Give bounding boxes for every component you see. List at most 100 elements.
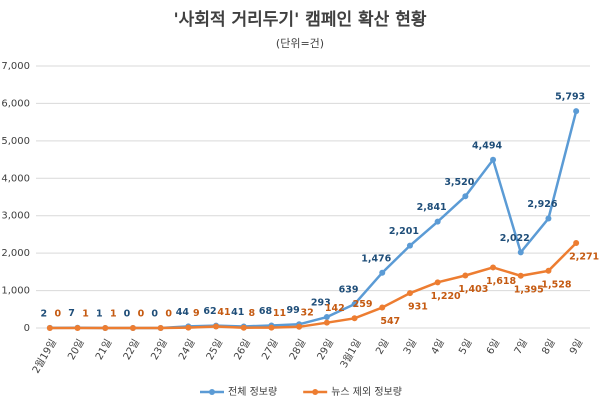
data-point (462, 272, 469, 279)
data-label: 2,201 (389, 226, 419, 237)
data-point (490, 264, 497, 271)
data-point (573, 239, 580, 246)
x-tick-label: 26일 (232, 337, 253, 362)
data-label: 2,841 (417, 202, 447, 213)
data-point (323, 319, 330, 326)
x-tick-label: 25일 (204, 337, 225, 362)
data-label: 1,220 (431, 291, 461, 302)
y-tick-label: 4,000 (1, 173, 30, 184)
x-tick-label: 9일 (567, 337, 585, 356)
data-label: 32 (301, 307, 314, 318)
data-label: 547 (380, 316, 400, 327)
data-point (268, 324, 275, 331)
data-point (545, 267, 552, 274)
data-point (296, 323, 303, 330)
data-point (434, 218, 441, 225)
data-label: 639 (339, 285, 359, 296)
x-tick-label: 7일 (512, 337, 530, 356)
data-label: 0 (124, 309, 131, 320)
x-tick-label: 8일 (539, 337, 557, 356)
data-label: 1,403 (458, 284, 488, 295)
data-point (102, 324, 109, 331)
data-label: 99 (287, 305, 300, 316)
data-label: 0 (55, 309, 62, 320)
x-tick-label: 21일 (93, 337, 114, 362)
x-tick-label: 2월19일 (30, 337, 59, 375)
x-tick-label: 27일 (259, 337, 280, 362)
data-label: 1,528 (541, 279, 571, 290)
data-label: 1 (96, 308, 103, 319)
data-label: 0 (151, 309, 158, 320)
data-point (545, 215, 552, 222)
data-label: 68 (259, 306, 273, 317)
data-point (573, 108, 580, 115)
data-label: 1 (110, 308, 117, 319)
data-label: 259 (353, 299, 373, 310)
data-label: 2 (41, 308, 48, 319)
data-point (46, 325, 53, 331)
data-point (406, 242, 413, 249)
data-point (406, 290, 413, 297)
data-point (351, 315, 358, 322)
data-label: 44 (176, 307, 190, 318)
data-label: 1,618 (486, 276, 516, 287)
x-tick-label: 3월1일 (338, 337, 364, 370)
data-label: 62 (203, 306, 216, 317)
data-point (323, 314, 330, 321)
x-tick-label: 29일 (315, 337, 336, 362)
series-line (49, 242, 578, 330)
data-label: 11 (273, 308, 286, 319)
data-label: 41 (231, 307, 244, 318)
y-tick-label: 7,000 (1, 61, 30, 72)
data-point (157, 325, 164, 331)
data-point (490, 156, 497, 163)
data-label: 9 (193, 308, 200, 319)
legend-marker (209, 389, 215, 395)
data-label: 5,793 (555, 92, 585, 103)
x-tick-label: 2일 (373, 337, 391, 356)
data-label: 8 (248, 308, 255, 319)
legend-marker (312, 389, 319, 395)
x-tick-label: 24일 (176, 337, 197, 362)
data-label: 2,271 (569, 251, 599, 262)
data-point (213, 323, 220, 330)
data-point (129, 325, 136, 331)
data-label: 4,494 (472, 140, 502, 151)
x-tick-label: 6일 (484, 337, 502, 356)
data-label: 2,926 (527, 199, 557, 210)
data-label: 1,395 (514, 284, 544, 295)
x-tick-label: 22일 (121, 337, 142, 362)
data-label: 142 (325, 303, 345, 314)
legend-label: 전체 정보량 (228, 386, 277, 398)
x-tick-label: 5일 (456, 337, 474, 356)
data-label: 41 (217, 307, 230, 318)
data-point (517, 249, 524, 256)
data-label: 1 (82, 308, 89, 319)
y-tick-label: 0 (24, 323, 30, 334)
legend-label: 뉴스 제외 정보량 (331, 386, 402, 398)
data-label: 2,022 (500, 233, 530, 244)
y-tick-label: 2,000 (1, 248, 30, 259)
data-label: 3,520 (444, 177, 474, 188)
data-label: 1,476 (361, 253, 391, 264)
data-label: 0 (138, 309, 145, 320)
y-tick-label: 5,000 (1, 136, 30, 147)
data-point (240, 324, 247, 331)
data-point (379, 304, 386, 311)
x-tick-label: 4일 (429, 337, 447, 356)
x-tick-label: 23일 (148, 337, 169, 362)
data-point (74, 324, 81, 331)
y-tick-label: 3,000 (1, 211, 30, 222)
data-point (517, 272, 524, 279)
data-label: 7 (68, 308, 75, 319)
data-point (434, 279, 441, 286)
chart-subtitle: (단위=건) (276, 37, 324, 50)
x-tick-label: 3일 (401, 337, 419, 356)
y-tick-label: 6,000 (1, 98, 30, 109)
y-tick-label: 1,000 (1, 286, 30, 297)
data-label: 931 (408, 302, 428, 313)
data-point (185, 324, 192, 331)
x-tick-label: 20일 (65, 337, 86, 362)
data-label: 0 (165, 309, 172, 320)
